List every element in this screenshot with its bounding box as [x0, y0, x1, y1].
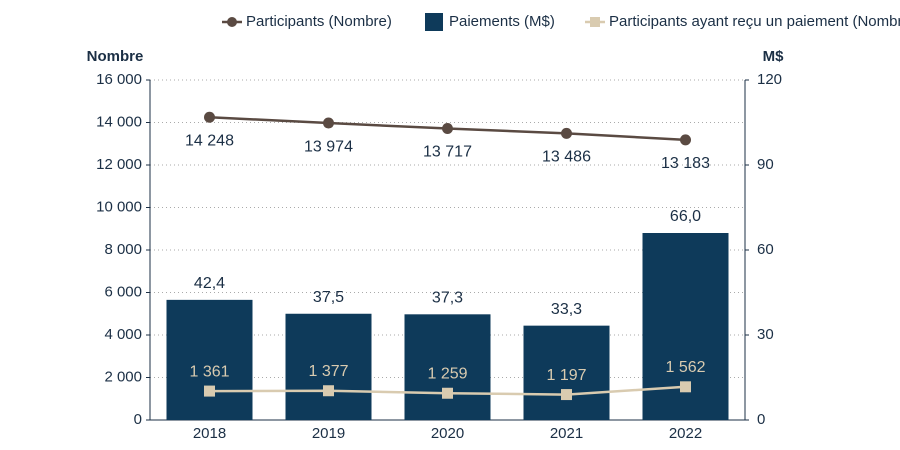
marker — [561, 127, 572, 139]
marker — [442, 387, 453, 399]
legend-label: Participants ayant reçu un paiement (Nom… — [609, 13, 900, 30]
y2-tick-label: 60 — [757, 241, 774, 258]
y2-tick-label: 120 — [757, 71, 782, 88]
marker — [680, 134, 691, 146]
legend-swatch — [590, 17, 600, 27]
point-value-label: 13 486 — [542, 149, 591, 166]
point-value-label: 1 377 — [308, 363, 348, 380]
bar-value-label: 33,3 — [551, 301, 582, 318]
x-tick-label: 2019 — [312, 425, 345, 442]
y-tick-label: 12 000 — [96, 156, 142, 173]
y-tick-label: 14 000 — [96, 113, 142, 130]
y2-axis-title: M$ — [763, 48, 784, 65]
y-axis-title: Nombre — [87, 48, 144, 65]
point-value-label: 1 562 — [665, 359, 705, 376]
marker — [323, 117, 334, 129]
y2-tick-label: 30 — [757, 326, 774, 343]
y2-tick-label: 90 — [757, 156, 774, 173]
y-tick-label: 6 000 — [104, 283, 142, 300]
y-tick-label: 16 000 — [96, 71, 142, 88]
legend-swatch — [425, 13, 443, 31]
legend-label: Paiements (M$) — [449, 13, 555, 30]
bar-value-label: 37,5 — [313, 289, 344, 306]
y-tick-label: 8 000 — [104, 241, 142, 258]
legend-swatch — [227, 17, 237, 27]
bar — [166, 299, 253, 420]
point-value-label: 1 197 — [546, 367, 586, 384]
y-tick-label: 4 000 — [104, 326, 142, 343]
bar — [285, 313, 372, 420]
x-tick-label: 2022 — [669, 425, 702, 442]
marker — [680, 381, 691, 393]
point-value-label: 14 248 — [185, 132, 234, 149]
bar-value-label: 42,4 — [194, 275, 225, 292]
y2-tick-label: 0 — [757, 411, 765, 428]
bar-value-label: 66,0 — [670, 208, 701, 225]
point-value-label: 1 361 — [189, 363, 229, 380]
marker — [323, 385, 334, 397]
marker — [442, 123, 453, 135]
bar — [523, 325, 610, 420]
marker — [561, 389, 572, 401]
marker — [204, 385, 215, 397]
x-tick-label: 2018 — [193, 425, 226, 442]
point-value-label: 13 717 — [423, 144, 472, 161]
point-value-label: 1 259 — [427, 365, 467, 382]
x-tick-label: 2021 — [550, 425, 583, 442]
point-value-label: 13 974 — [304, 138, 353, 155]
marker — [204, 111, 215, 123]
y-tick-label: 2 000 — [104, 368, 142, 385]
bar-value-label: 37,3 — [432, 290, 463, 307]
y-tick-label: 0 — [134, 411, 142, 428]
y-tick-label: 10 000 — [96, 198, 142, 215]
bar — [404, 314, 491, 420]
legend-label: Participants (Nombre) — [246, 13, 392, 30]
point-value-label: 13 183 — [661, 155, 710, 172]
x-tick-label: 2020 — [431, 425, 464, 442]
